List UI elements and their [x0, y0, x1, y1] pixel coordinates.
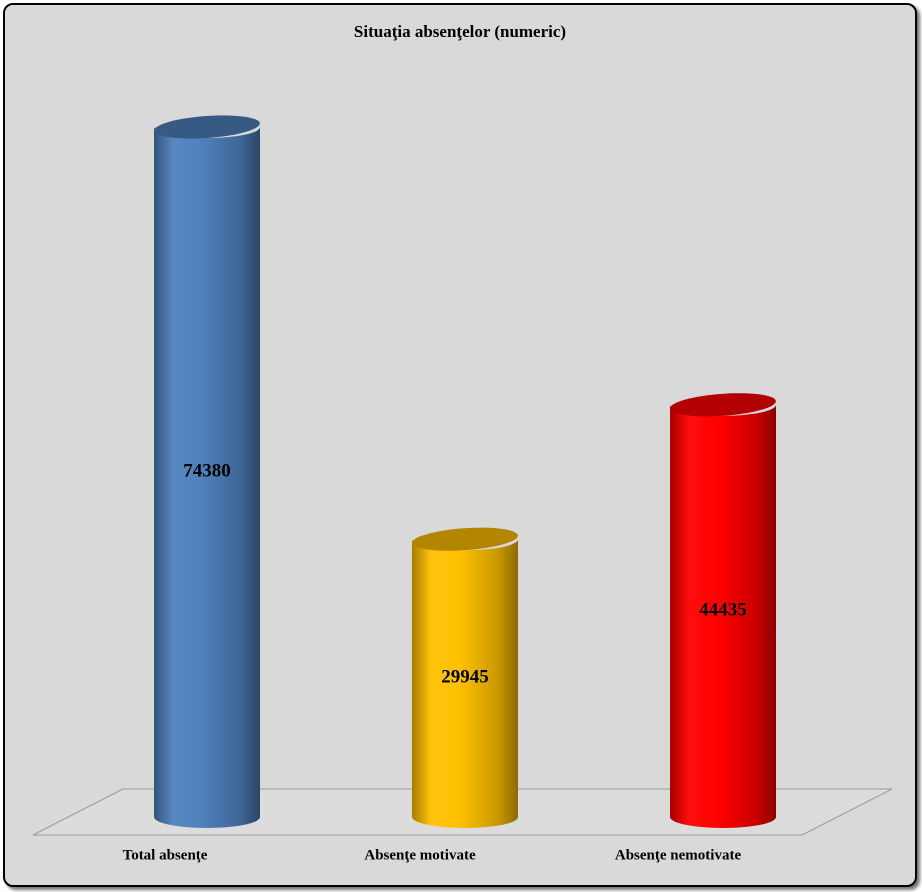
bar-top — [670, 393, 776, 417]
bar-top — [412, 527, 518, 551]
category-label: Absenţe nemotivate — [615, 847, 742, 863]
bar-body — [154, 127, 260, 828]
chart-bars — [154, 115, 776, 828]
chart-title: Situaţia absenţelor (numeric) — [353, 22, 567, 41]
bar-value-label: 74380 — [183, 460, 231, 481]
category-label: Absenţe motivate — [364, 847, 476, 863]
bar-1 — [412, 527, 518, 828]
bar-value-label: 44435 — [699, 599, 747, 620]
bar-2 — [670, 393, 776, 828]
bar-top — [154, 115, 260, 139]
bar-body — [412, 539, 518, 828]
bar-0 — [154, 115, 260, 828]
category-label: Total absenţe — [123, 847, 208, 863]
chart-svg: 74380 Total absenţe 29945 Absenţe motivate 4… — [32, 115, 893, 863]
bar-body — [670, 404, 776, 828]
chart-frame: Situaţia absenţelor (numeric) 74380 Total… — [3, 3, 917, 887]
chart-labels: 74380 Total absenţe 29945 Absenţe motivate 4… — [123, 460, 747, 863]
bar-value-label: 29945 — [441, 666, 489, 687]
